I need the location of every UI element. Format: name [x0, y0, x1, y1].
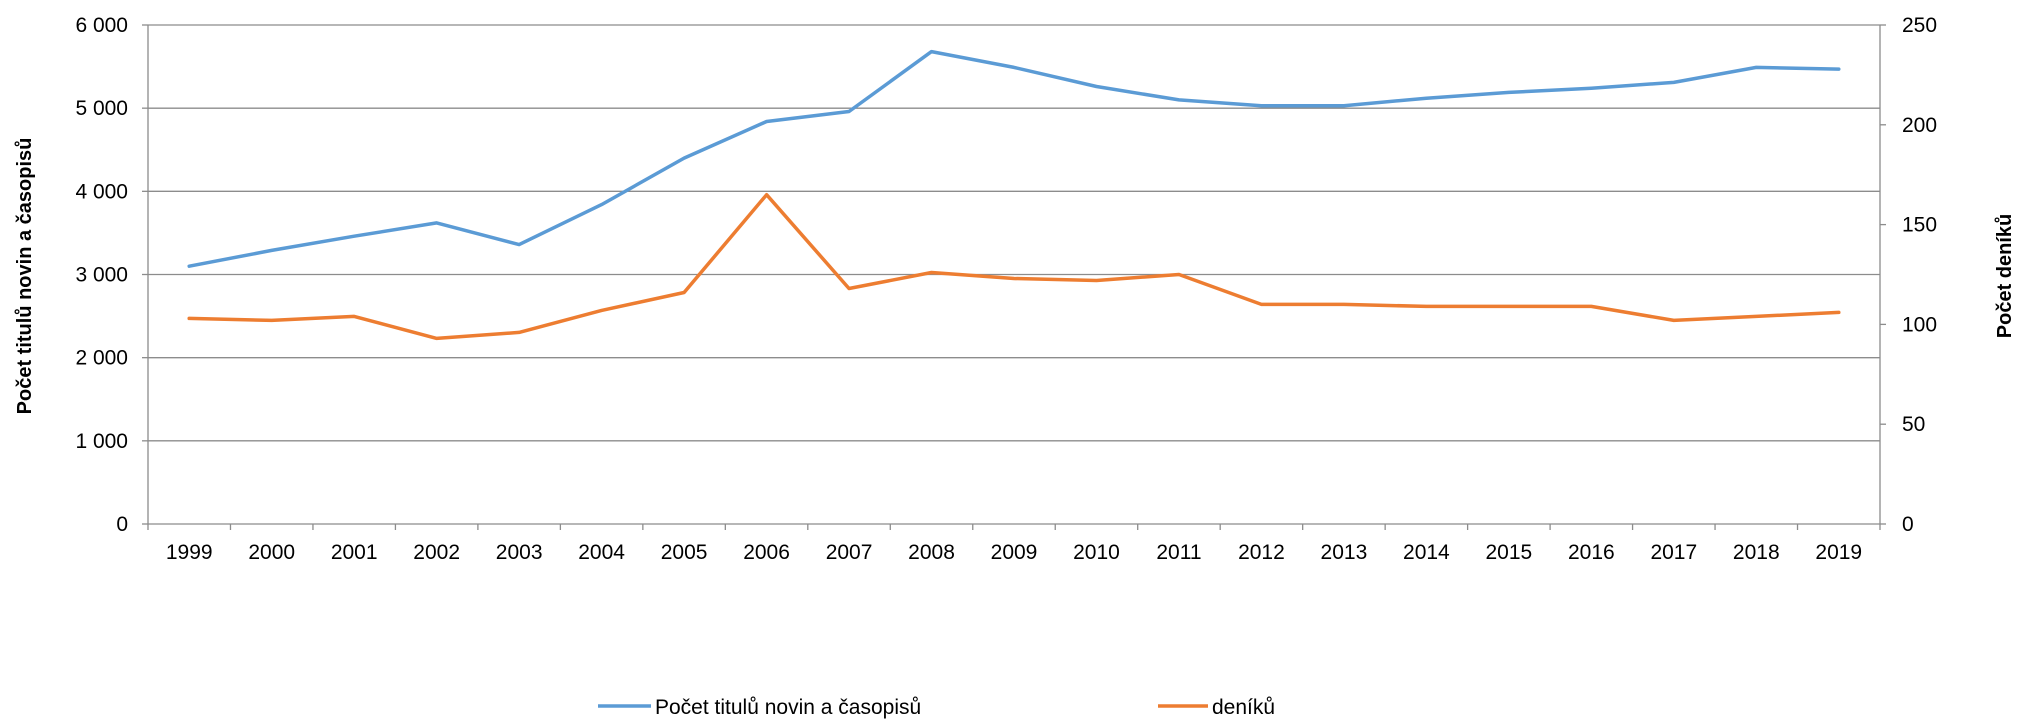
x-tick-label-2008: 2008 — [908, 541, 955, 564]
legend-label-deniku: deníků — [1212, 696, 1275, 719]
right-tick-label: 150 — [1902, 214, 1937, 237]
right-tick-label: 250 — [1902, 14, 1937, 37]
x-tick-label-2000: 2000 — [248, 541, 295, 564]
x-tick-label-2007: 2007 — [826, 541, 873, 564]
x-tick-label-2019: 2019 — [1815, 541, 1862, 564]
left-axis-title: Počet titulů novin a časopisů — [14, 138, 36, 415]
x-tick-label-2004: 2004 — [578, 541, 625, 564]
series-lines — [187, 49, 1841, 341]
x-tick-label-2015: 2015 — [1485, 541, 1532, 564]
left-tick-label: 5 000 — [75, 97, 128, 120]
right-axis-title: Počet deníků — [1994, 214, 2016, 338]
x-tick-label-2013: 2013 — [1321, 541, 1368, 564]
x-tick-label-2017: 2017 — [1650, 541, 1697, 564]
x-tick-label-2016: 2016 — [1568, 541, 1615, 564]
left-tick-label: 6 000 — [75, 14, 128, 37]
x-tick-label-2018: 2018 — [1733, 541, 1780, 564]
series-line-deniku — [187, 192, 1841, 341]
tick-labels: 0 1 000 2 000 3 000 4 000 5 000 6 000 0 50 100 150… — [75, 14, 1937, 564]
left-tick-label: 2 000 — [75, 347, 128, 370]
legend: Počet titulů novin a časopisů deníků — [598, 696, 1275, 719]
left-tick-label: 0 — [116, 513, 128, 536]
gridlines — [148, 24, 1880, 442]
right-tick-label: 100 — [1902, 313, 1937, 336]
right-tick-label: 50 — [1902, 413, 1925, 436]
x-tick-label-2005: 2005 — [661, 541, 708, 564]
left-tick-label: 1 000 — [75, 430, 128, 453]
left-tick-label: 4 000 — [75, 180, 128, 203]
series-line-titles — [187, 49, 1841, 268]
x-tick-label-2006: 2006 — [743, 541, 790, 564]
right-tick-label: 200 — [1902, 114, 1937, 137]
x-tick-label-2009: 2009 — [991, 541, 1038, 564]
right-tick-label: 0 — [1902, 513, 1914, 536]
left-tick-label: 3 000 — [75, 264, 128, 287]
axes — [142, 24, 1886, 530]
x-tick-label-2010: 2010 — [1073, 541, 1120, 564]
x-tick-label-2012: 2012 — [1238, 541, 1285, 564]
x-tick-label-2014: 2014 — [1403, 541, 1450, 564]
legend-label-titles: Počet titulů novin a časopisů — [655, 696, 921, 719]
x-tick-label-2001: 2001 — [331, 541, 378, 564]
x-tick-label-2003: 2003 — [496, 541, 543, 564]
x-tick-label-2002: 2002 — [413, 541, 460, 564]
x-tick-label-1999: 1999 — [166, 541, 213, 564]
x-tick-label-2011: 2011 — [1156, 541, 1201, 564]
